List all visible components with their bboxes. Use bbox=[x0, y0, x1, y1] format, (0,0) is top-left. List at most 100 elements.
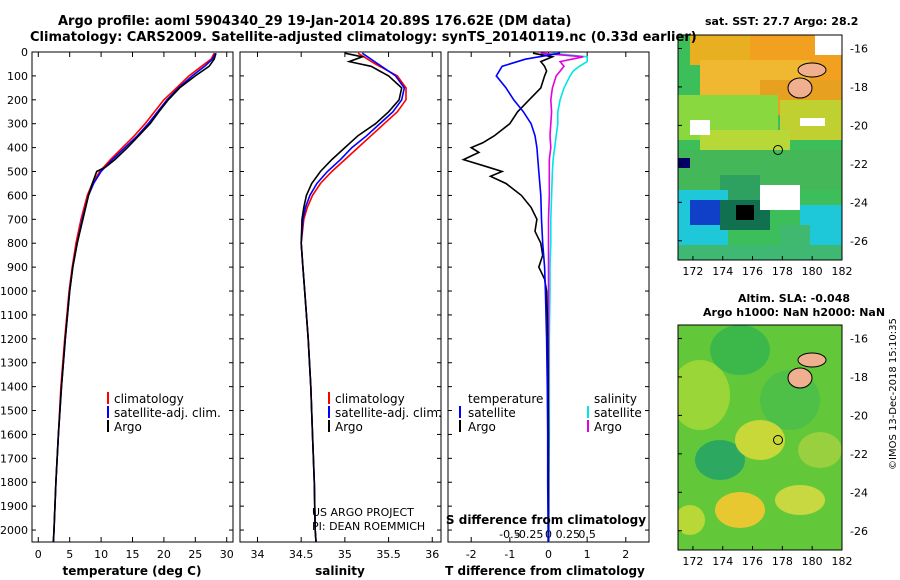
depth-tick-label: 100 bbox=[7, 70, 28, 83]
lat-tick-label: -26 bbox=[850, 235, 868, 248]
header-line-2: Climatology: CARS2009. Satellite-adjuste… bbox=[30, 30, 697, 45]
lon-tick-label: 172 bbox=[682, 265, 703, 278]
x-tick-label: 20 bbox=[157, 548, 171, 561]
legend-s-argo: Argo bbox=[594, 420, 622, 434]
temperature-legend: climatology satellite-adj. clim. Argo bbox=[107, 392, 221, 434]
s-tick-label: 0.25 bbox=[556, 528, 581, 541]
header-line-1: Argo profile: aoml 5904340_29 19-Jan-201… bbox=[58, 14, 572, 29]
legend-s-satellite: satellite bbox=[594, 406, 642, 420]
difference-curves bbox=[461, 52, 589, 542]
s-satellite-line bbox=[548, 52, 589, 542]
x-tick-label: 35.5 bbox=[376, 548, 401, 561]
depth-tick-label: 0 bbox=[21, 46, 28, 59]
t-argo-line bbox=[461, 52, 556, 542]
depth-tick-label: 1800 bbox=[0, 476, 28, 489]
depth-tick-label: 600 bbox=[7, 189, 28, 202]
lat-tick-label: -26 bbox=[850, 525, 868, 538]
s-tick-label: -0.25 bbox=[515, 528, 543, 541]
x-tick-label: 10 bbox=[94, 548, 108, 561]
sla-map-axes: -16 -18 -20 -22 -24 -26 172 174 176 178 180 182 bbox=[678, 332, 868, 568]
depth-axis: 0 100 200 300 400 500 600 700 800 900 1000 1100 1200… bbox=[0, 46, 649, 537]
x-tick-label: 5 bbox=[66, 548, 73, 561]
legend-climatology: climatology bbox=[114, 392, 184, 406]
credit-pi: PI: DEAN ROEMMICH bbox=[312, 520, 425, 533]
x-tick-label: 1 bbox=[584, 548, 591, 561]
legend-temperature-title: temperature bbox=[468, 392, 543, 406]
lon-tick-label: 180 bbox=[802, 555, 823, 568]
satellite-line bbox=[300, 52, 406, 542]
x-tick-label: 0 bbox=[35, 548, 42, 561]
depth-tick-label: 300 bbox=[7, 118, 28, 131]
lon-tick-label: 178 bbox=[772, 555, 793, 568]
x-tick-label: 30 bbox=[220, 548, 234, 561]
lat-tick-label: -16 bbox=[850, 332, 868, 345]
salinity-panel bbox=[239, 51, 442, 543]
temperature-xlabel: temperature (deg C) bbox=[63, 564, 202, 578]
depth-tick-label: 1500 bbox=[0, 405, 28, 418]
sla-map-frame bbox=[677, 324, 843, 551]
sst-map bbox=[678, 35, 842, 260]
depth-tick-label: 2000 bbox=[0, 524, 28, 537]
x-tick-label: 34 bbox=[250, 548, 264, 561]
lon-tick-label: 176 bbox=[742, 265, 763, 278]
legend-t-satellite: satellite bbox=[468, 406, 516, 420]
lat-tick-label: -18 bbox=[850, 81, 868, 94]
salinity-xlabel: salinity bbox=[315, 564, 365, 578]
depth-tick-label: 700 bbox=[7, 213, 28, 226]
lon-tick-label: 178 bbox=[772, 265, 793, 278]
sla-map bbox=[678, 325, 842, 550]
lon-tick-label: 172 bbox=[682, 555, 703, 568]
lat-tick-label: -20 bbox=[850, 409, 868, 422]
lat-tick-label: -20 bbox=[850, 119, 868, 132]
t-difference-xlabel: T difference from climatology bbox=[445, 564, 645, 578]
lat-tick-label: -24 bbox=[850, 486, 868, 499]
legend-satellite: satellite-adj. clim. bbox=[114, 406, 221, 420]
legend-climatology: climatology bbox=[335, 392, 405, 406]
sla-map-title-2: Argo h1000: NaN h2000: NaN bbox=[703, 306, 886, 319]
x-tick-label: 15 bbox=[126, 548, 140, 561]
depth-tick-label: 1900 bbox=[0, 500, 28, 513]
depth-tick-label: 1400 bbox=[0, 381, 28, 394]
lon-tick-label: 176 bbox=[742, 555, 763, 568]
depth-tick-label: 500 bbox=[7, 166, 28, 179]
lon-tick-label: 180 bbox=[802, 265, 823, 278]
depth-tick-label: 1700 bbox=[0, 452, 28, 465]
x-tick-label: -2 bbox=[466, 548, 477, 561]
sla-map-title-1: Altim. SLA: -0.048 bbox=[738, 292, 851, 305]
legend-salinity-title: salinity bbox=[594, 392, 637, 406]
depth-tick-label: 800 bbox=[7, 237, 28, 250]
temperature-curves bbox=[52, 52, 217, 542]
sst-map-axes: -16 -18 -20 -22 -24 -26 172 174 176 178 180 182 bbox=[678, 42, 868, 278]
argo-line bbox=[52, 52, 217, 542]
t-satellite-line bbox=[495, 52, 561, 542]
timestamp-stamp: ©IMOS 13-Dec-2018 15:10:35 bbox=[888, 318, 899, 470]
lon-tick-label: 182 bbox=[832, 555, 853, 568]
climatology-line bbox=[300, 52, 407, 542]
s-tick-label: 0.5 bbox=[578, 528, 596, 541]
climatology-line bbox=[52, 52, 215, 542]
legend-argo: Argo bbox=[114, 420, 142, 434]
depth-tick-label: 1200 bbox=[0, 333, 28, 346]
x-tick-label: -1 bbox=[504, 548, 515, 561]
temperature-panel bbox=[31, 51, 234, 543]
depth-tick-label: 200 bbox=[7, 94, 28, 107]
lat-tick-label: -22 bbox=[850, 158, 868, 171]
credit-project: US ARGO PROJECT bbox=[312, 506, 414, 519]
lon-tick-label: 174 bbox=[712, 265, 733, 278]
lon-tick-label: 182 bbox=[832, 265, 853, 278]
lat-tick-label: -18 bbox=[850, 371, 868, 384]
s-difference-xlabel: S difference from climatology bbox=[446, 513, 646, 527]
depth-tick-label: 400 bbox=[7, 142, 28, 155]
sst-map-title: sat. SST: 27.7 Argo: 28.2 bbox=[705, 15, 859, 28]
legend-satellite: satellite-adj. clim. bbox=[335, 406, 442, 420]
legend-t-argo: Argo bbox=[468, 420, 496, 434]
lat-tick-label: -24 bbox=[850, 196, 868, 209]
difference-legend: temperature satellite Argo salinity sate… bbox=[459, 392, 642, 434]
depth-tick-label: 1100 bbox=[0, 309, 28, 322]
x-axes: 0 5 10 15 20 25 30 34 34.5 35 35.5 36 -2 -1 0 1 2 -0.5-0.… bbox=[35, 52, 629, 561]
x-tick-label: 36 bbox=[425, 548, 439, 561]
x-tick-label: 25 bbox=[188, 548, 202, 561]
argo-line bbox=[300, 52, 403, 542]
x-tick-label: 2 bbox=[622, 548, 629, 561]
